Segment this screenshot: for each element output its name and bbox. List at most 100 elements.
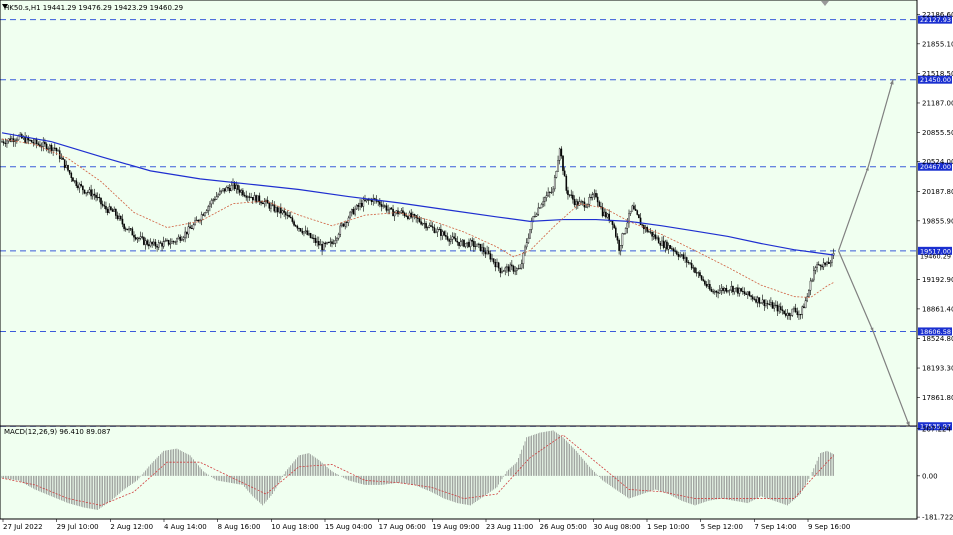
- candle-body: [364, 199, 366, 202]
- candle-body: [654, 234, 657, 239]
- candle-body: [197, 219, 200, 222]
- candle-body: [464, 243, 467, 247]
- level-label-box-3: [918, 246, 952, 255]
- candle-body: [166, 239, 168, 241]
- candle-body: [492, 258, 495, 263]
- candle-body: [184, 231, 186, 238]
- candle-body: [421, 223, 424, 225]
- candle-body: [507, 266, 510, 272]
- candle-body: [113, 209, 115, 212]
- candle-body: [29, 139, 31, 141]
- candle-body: [667, 245, 670, 250]
- candle-body: [450, 239, 452, 242]
- candle-body: [177, 236, 180, 240]
- candle-body: [169, 243, 172, 245]
- candle-body: [384, 205, 386, 207]
- level-label-box-5: [918, 422, 952, 431]
- time-tick-label-13: 5 Sep 12:00: [701, 523, 743, 531]
- candle-body: [192, 224, 195, 229]
- candle-body: [725, 288, 728, 292]
- horizontal-levels[interactable]: 22127.93 21450.00 20467.00 19517.00 18606.58…: [0, 15, 952, 431]
- candle-body: [68, 170, 71, 174]
- candle-body: [568, 194, 571, 196]
- candle-body: [365, 199, 368, 202]
- candle-body: [306, 230, 309, 235]
- candle-body: [742, 290, 744, 292]
- candle-body: [694, 267, 696, 273]
- candle-body: [98, 196, 101, 199]
- candle-body: [346, 221, 348, 223]
- candle-body: [553, 177, 556, 190]
- candle-body: [67, 164, 69, 171]
- candle-body: [745, 293, 747, 295]
- candle-body: [417, 217, 419, 219]
- candle-body: [438, 229, 441, 231]
- candle-body: [247, 196, 249, 198]
- candle-body: [690, 263, 693, 269]
- candle-body: [440, 229, 442, 236]
- candle-body: [511, 264, 513, 267]
- candle-body: [141, 236, 144, 238]
- candle-body: [205, 210, 208, 214]
- candle-body: [301, 230, 304, 234]
- candle-body: [743, 291, 746, 294]
- level-label-4: 18606.58: [920, 328, 951, 336]
- candle-body: [506, 266, 508, 269]
- candle-body: [615, 227, 617, 237]
- candle-body: [723, 288, 726, 292]
- projection-midhead-0: [865, 166, 869, 171]
- moving-average-lines: [1, 132, 834, 298]
- candle-body: [119, 216, 122, 220]
- price-tick-label-2: 21518.50: [922, 70, 953, 78]
- candle-body: [319, 244, 322, 246]
- candle-body: [517, 268, 520, 270]
- candle-body: [760, 302, 762, 304]
- candle-body: [783, 310, 785, 314]
- candle-body: [619, 245, 622, 251]
- menu-triangle-icon[interactable]: [2, 4, 8, 9]
- candle-body: [85, 192, 87, 194]
- candle-body: [278, 207, 281, 213]
- candle-body: [253, 195, 256, 201]
- candle-body: [90, 189, 92, 197]
- candle-body: [400, 210, 403, 213]
- candle-body: [461, 240, 464, 242]
- candle-body: [552, 188, 554, 193]
- candle-body: [60, 157, 63, 159]
- candle-body: [813, 269, 815, 281]
- candle-body: [826, 261, 828, 265]
- price-tick-label-11: 18193.30: [922, 365, 953, 373]
- candle-body: [154, 241, 157, 247]
- price-tick-label-9: 18861.40: [922, 305, 953, 313]
- projection-arrows[interactable]: [837, 79, 911, 427]
- candle-body: [730, 286, 733, 291]
- time-tick-label-9: 23 Aug 11:00: [486, 523, 533, 531]
- candle-body: [542, 201, 544, 205]
- candle-body: [270, 204, 272, 209]
- candle-body: [672, 248, 675, 252]
- candle-body: [65, 164, 68, 168]
- candle-body: [479, 243, 482, 251]
- candle-body: [733, 288, 736, 293]
- candle-body: [62, 157, 64, 160]
- candle-body: [314, 238, 317, 243]
- time-tick-label-1: 29 Jul 10:00: [57, 523, 99, 531]
- candle-body: [362, 199, 365, 207]
- candle-body: [616, 236, 619, 241]
- candle-body: [750, 295, 752, 297]
- candle-body: [822, 262, 825, 268]
- candle-body: [202, 214, 205, 216]
- candle-body: [765, 303, 767, 306]
- candle-body: [136, 237, 139, 240]
- candle-body: [718, 290, 721, 294]
- candle-body: [420, 221, 422, 225]
- level-label-box-0: [918, 15, 952, 24]
- candle-body: [428, 225, 431, 228]
- scroll-marker-icon[interactable]: [821, 1, 829, 6]
- candle-body: [172, 241, 175, 243]
- candle-body: [220, 190, 223, 192]
- candle-body: [209, 203, 211, 207]
- candle-body: [243, 194, 246, 197]
- candle-body: [809, 280, 812, 291]
